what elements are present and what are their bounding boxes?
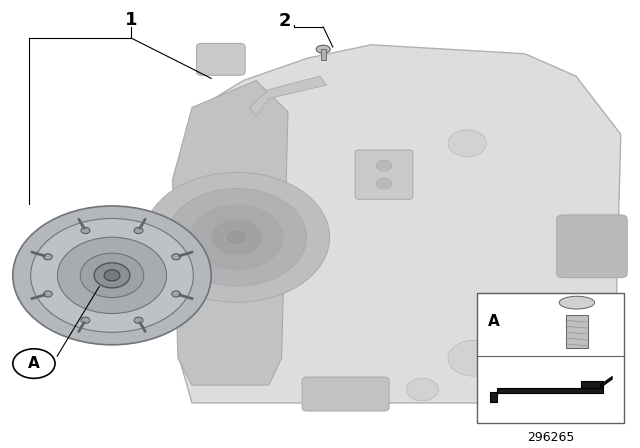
Circle shape [172,254,180,260]
Circle shape [134,228,143,233]
Circle shape [31,219,193,332]
Circle shape [44,291,52,297]
Circle shape [134,317,143,323]
Circle shape [211,219,263,255]
Circle shape [406,379,438,401]
Bar [566,315,588,348]
Circle shape [191,205,284,270]
Circle shape [448,340,499,376]
Polygon shape [250,76,326,116]
Bar [581,381,604,388]
Polygon shape [173,81,288,385]
Text: A: A [488,314,500,329]
Bar [321,49,326,60]
Circle shape [226,229,248,245]
Text: 2: 2 [278,12,291,30]
Circle shape [376,178,392,189]
Ellipse shape [559,296,595,309]
Text: A: A [28,356,40,371]
FancyBboxPatch shape [196,43,245,75]
Circle shape [58,237,166,314]
Circle shape [448,130,486,157]
Bar [477,293,624,423]
Circle shape [13,206,211,345]
Text: 296265: 296265 [527,431,574,444]
Circle shape [376,160,392,171]
Circle shape [502,298,547,329]
Ellipse shape [316,45,330,53]
Circle shape [94,263,130,288]
FancyBboxPatch shape [355,150,413,199]
Circle shape [172,291,180,297]
Circle shape [80,253,144,297]
Bar [490,392,497,402]
Polygon shape [173,45,621,403]
Circle shape [104,270,120,281]
Circle shape [13,349,55,379]
Circle shape [81,317,90,323]
FancyBboxPatch shape [557,215,627,278]
Text: 1: 1 [125,11,138,29]
Circle shape [81,228,90,233]
Circle shape [167,189,307,286]
Polygon shape [600,376,612,388]
FancyBboxPatch shape [302,377,389,411]
Circle shape [144,172,330,302]
Circle shape [44,254,52,260]
Bar [497,388,604,393]
